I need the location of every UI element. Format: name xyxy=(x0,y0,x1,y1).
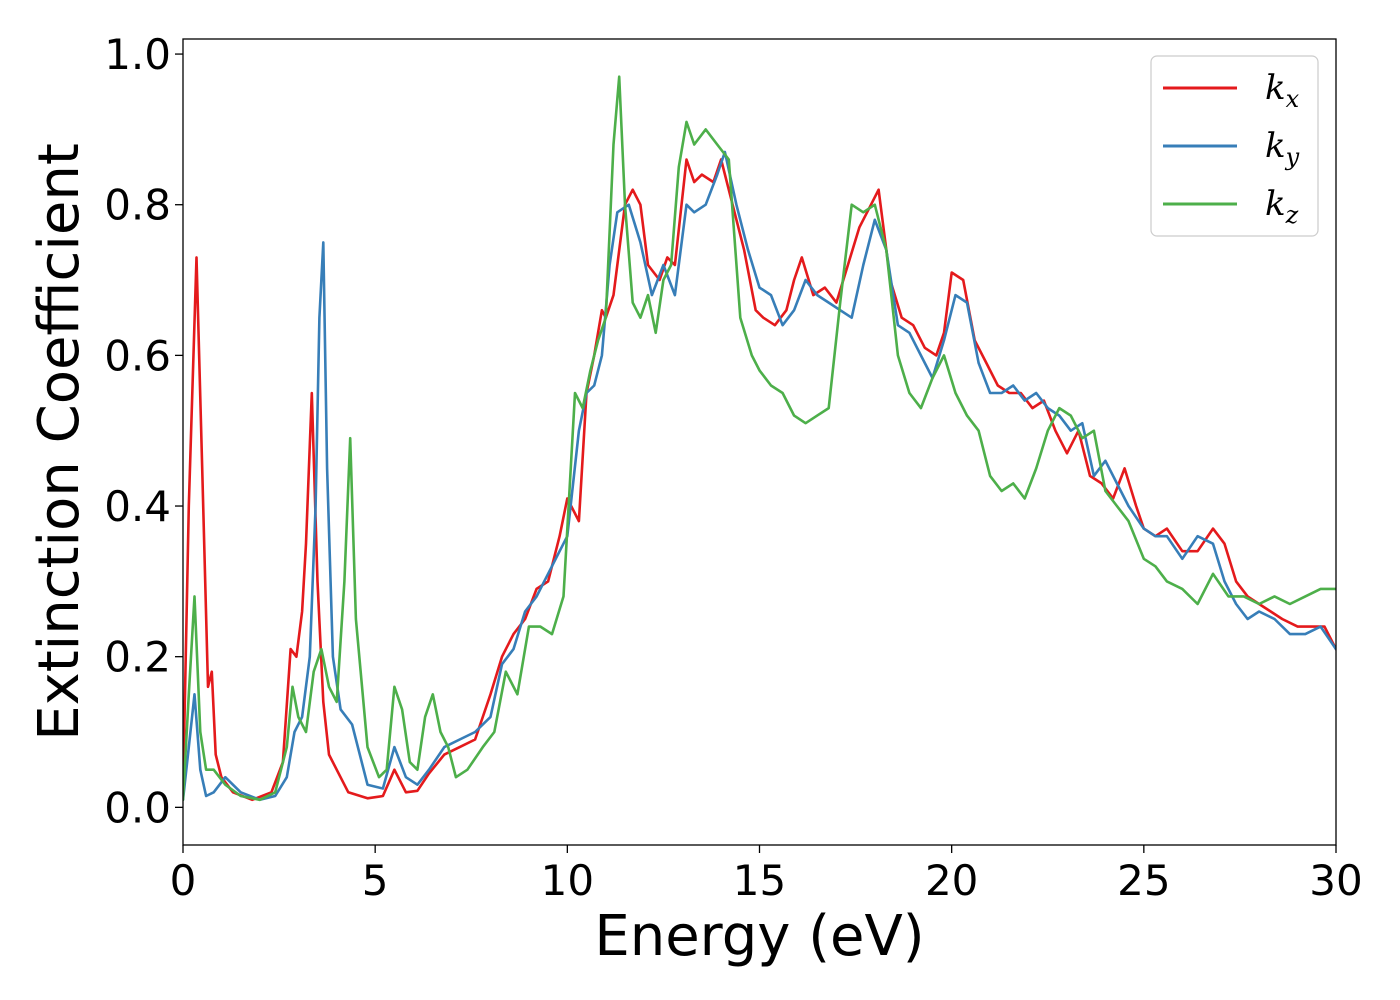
x-axis-title: Energy (eV) xyxy=(594,904,924,969)
x-tick-label: 15 xyxy=(733,856,786,905)
x-tick-label: 30 xyxy=(1309,856,1362,905)
y-tick-label: 0.4 xyxy=(104,482,171,531)
y-tick-label: 0.2 xyxy=(104,633,171,682)
legend: kx ky kz xyxy=(1150,55,1319,237)
legend-label-x: kx xyxy=(1265,68,1300,113)
x-tick-label: 5 xyxy=(362,856,389,905)
x-tick-label: 0 xyxy=(170,856,197,905)
x-tick-label: 20 xyxy=(925,856,978,905)
x-tick-label: 10 xyxy=(541,856,594,905)
legend-label-y: ky xyxy=(1265,126,1300,171)
series-line-kz xyxy=(183,75,1336,802)
y-tick-label: 1.0 xyxy=(104,30,171,79)
plot-area xyxy=(183,39,1336,845)
legend-label-z: kz xyxy=(1265,184,1299,229)
series-layer xyxy=(183,75,1336,802)
y-axis-title: Extinction Coefficient xyxy=(27,143,92,741)
series-line-ky xyxy=(183,150,1336,802)
x-tick-label: 25 xyxy=(1117,856,1170,905)
y-tick-label: 0.0 xyxy=(104,783,171,832)
y-tick-label: 0.6 xyxy=(104,331,171,380)
y-tick-label: 0.8 xyxy=(104,181,171,230)
x-axis: 0 5 10 15 20 25 30 xyxy=(170,845,1363,905)
y-axis: 0.0 0.2 0.4 0.6 0.8 1.0 xyxy=(104,30,183,832)
